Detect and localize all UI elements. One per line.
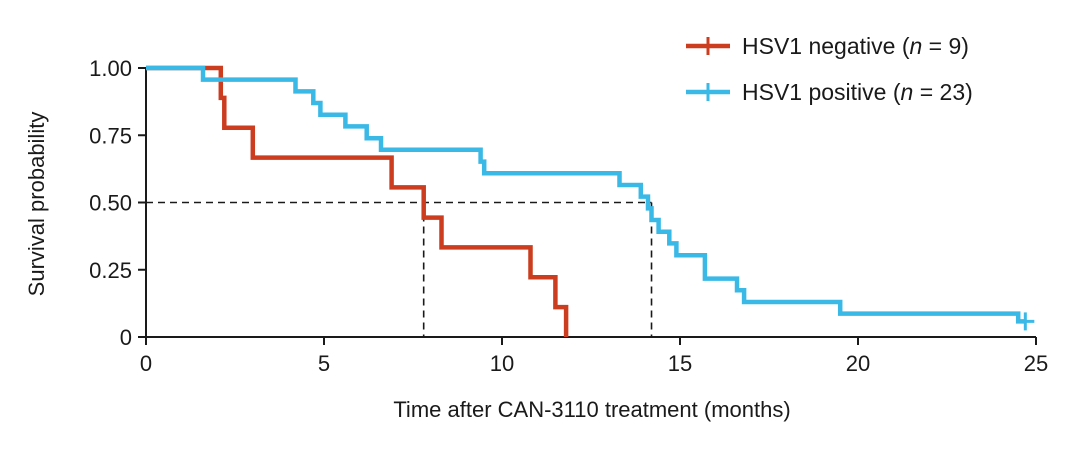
- legend-label-1: HSV1 positive (n = 23): [742, 79, 973, 105]
- y-tick-label: 0.25: [89, 258, 132, 283]
- y-tick-label: 0.75: [89, 123, 132, 148]
- x-tick-label: 15: [668, 351, 692, 376]
- y-tick-label: 0: [120, 325, 132, 350]
- survival-curves: [146, 65, 1035, 337]
- x-tick-label: 25: [1024, 351, 1048, 376]
- y-tick-label: 0.50: [89, 191, 132, 216]
- x-tick-label: 5: [318, 351, 330, 376]
- y-axis-title: Survival probability: [24, 112, 49, 297]
- x-tick-label: 0: [140, 351, 152, 376]
- x-axis-title: Time after CAN-3110 treatment (months): [393, 397, 790, 422]
- series-line-1: [146, 65, 1026, 324]
- series-line-0: [146, 65, 569, 337]
- axes: 0 0.25 0.50 0.75 1.00 0 5 10 15 20 25: [89, 56, 1048, 376]
- y-tick-label: 1.00: [89, 56, 132, 81]
- x-tick-label: 20: [846, 351, 870, 376]
- median-reference-lines: [146, 201, 653, 337]
- legend: HSV1 negative (n = 9) HSV1 positive (n = …: [686, 33, 973, 105]
- x-tick-label: 10: [490, 351, 514, 376]
- legend-label-0: HSV1 negative (n = 9): [742, 33, 969, 59]
